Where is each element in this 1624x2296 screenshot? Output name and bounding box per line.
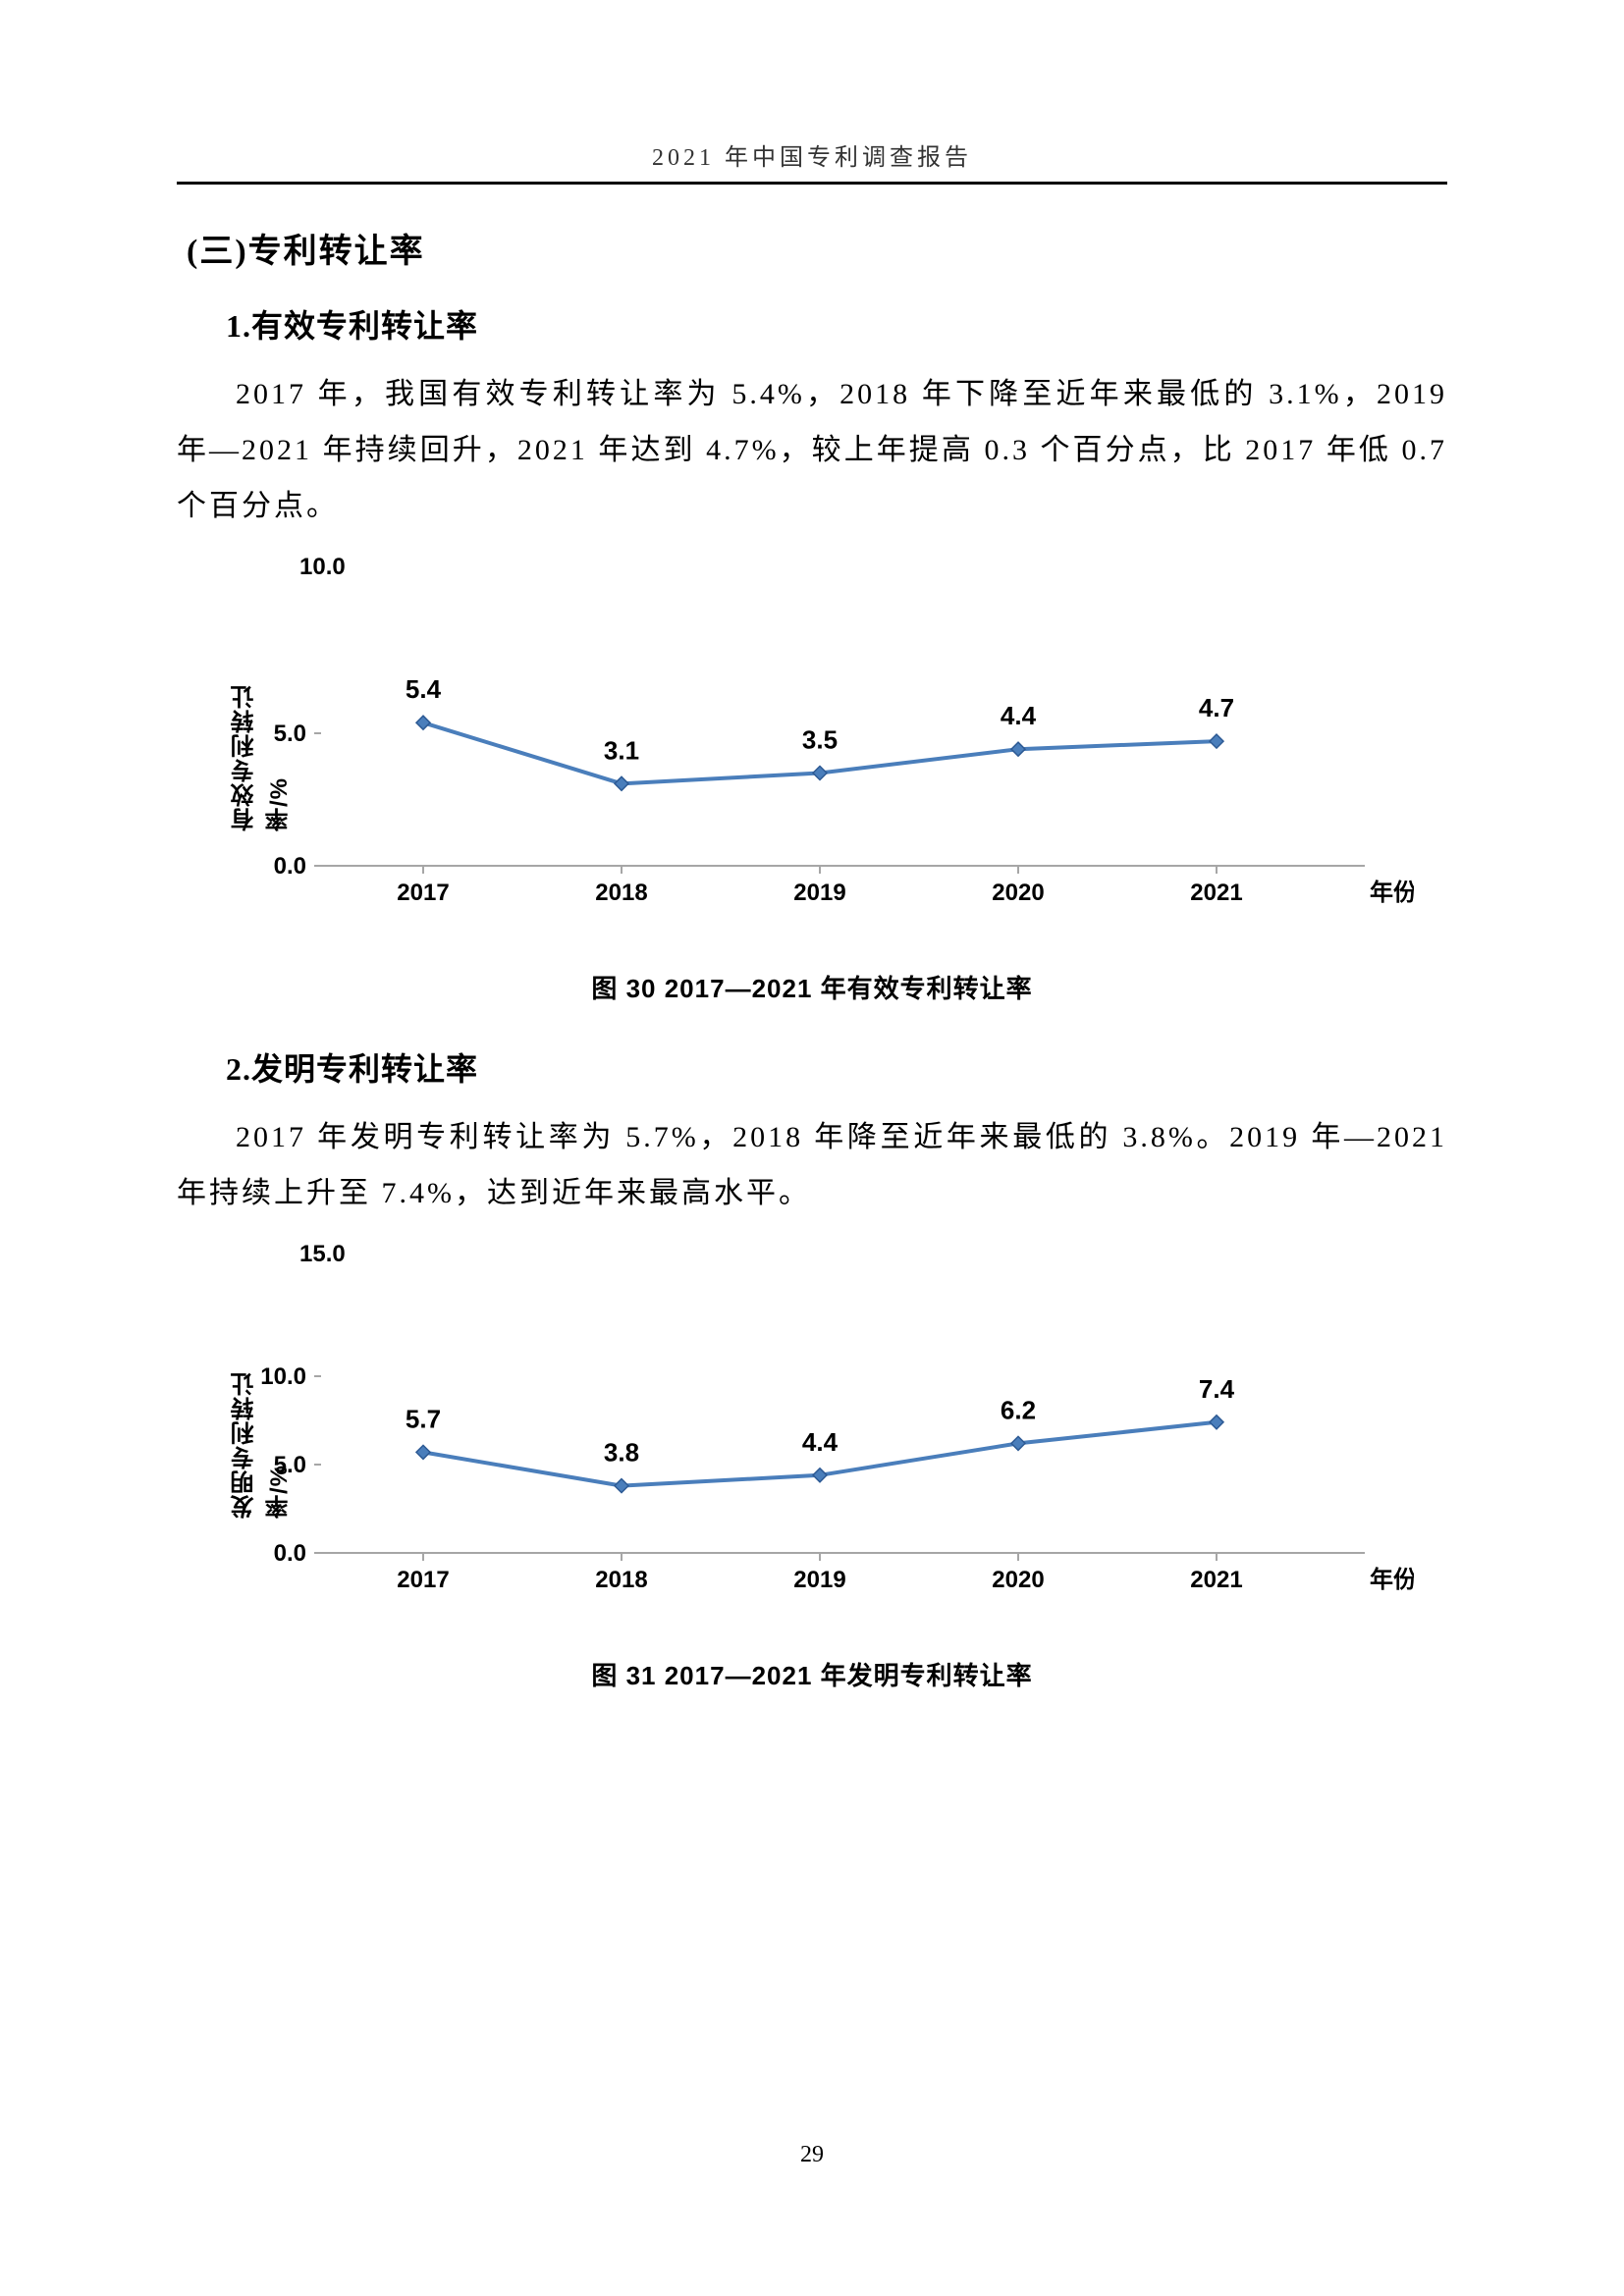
chart-2-top-label: 15.0 (299, 1241, 1447, 1268)
svg-text:0.0: 0.0 (274, 1540, 306, 1567)
svg-text:2021: 2021 (1190, 1567, 1242, 1593)
svg-text:2017: 2017 (397, 880, 449, 906)
svg-text:5.7: 5.7 (406, 1404, 441, 1433)
page-header-title: 2021 年中国专利调查报告 (177, 137, 1447, 172)
svg-text:4.7: 4.7 (1199, 693, 1234, 722)
subsection-1-heading: 1.有效专利转让率 (226, 301, 1447, 347)
svg-text:2021: 2021 (1190, 880, 1242, 906)
chart-y-axis-label: 发明专利转让率/% (228, 1352, 297, 1519)
svg-text:2020: 2020 (992, 880, 1044, 906)
svg-text:2018: 2018 (595, 880, 647, 906)
svg-text:4.4: 4.4 (1001, 701, 1037, 730)
svg-text:2019: 2019 (793, 1567, 845, 1593)
chart-1-top-label: 10.0 (299, 554, 1447, 581)
svg-text:3.8: 3.8 (604, 1438, 639, 1468)
subsection-2-body: 2017 年发明专利转让率为 5.7%，2018 年降至近年来最低的 3.8%。… (177, 1109, 1447, 1221)
svg-text:2018: 2018 (595, 1567, 647, 1593)
svg-text:2017: 2017 (397, 1567, 449, 1593)
chart-y-axis-label: 有效专利转让率/% (228, 665, 297, 831)
svg-text:7.4: 7.4 (1199, 1374, 1235, 1404)
svg-text:5.4: 5.4 (406, 674, 442, 704)
chart-2-caption: 图 31 2017—2021 年发明专利转让率 (177, 1656, 1447, 1692)
svg-text:3.5: 3.5 (802, 725, 838, 755)
section-heading: (三)专利转让率 (187, 224, 1447, 272)
page-number: 29 (0, 2142, 1624, 2168)
chart-1: 10.0 有效专利转让率/%0.05.020172018201920202021… (177, 554, 1447, 1005)
svg-text:2020: 2020 (992, 1567, 1044, 1593)
svg-text:年份: 年份 (1370, 1566, 1414, 1593)
subsection-1-body: 2017 年，我国有效专利转让率为 5.4%，2018 年下降至近年来最低的 3… (177, 366, 1447, 534)
chart-1-plot: 有效专利转让率/%0.05.020172018201920202021年份5.4… (236, 581, 1414, 915)
header-rule (177, 182, 1447, 185)
svg-text:4.4: 4.4 (802, 1427, 839, 1457)
chart-2-plot: 发明专利转让率/%0.05.010.020172018201920202021年… (236, 1268, 1414, 1602)
svg-text:0.0: 0.0 (274, 853, 306, 880)
svg-text:6.2: 6.2 (1001, 1395, 1036, 1424)
svg-text:2019: 2019 (793, 880, 845, 906)
svg-text:3.1: 3.1 (604, 735, 639, 765)
svg-text:年份: 年份 (1370, 879, 1414, 906)
chart-2: 15.0 发明专利转让率/%0.05.010.02017201820192020… (177, 1241, 1447, 1692)
chart-1-caption: 图 30 2017—2021 年有效专利转让率 (177, 969, 1447, 1005)
subsection-2-heading: 2.发明专利转让率 (226, 1044, 1447, 1090)
